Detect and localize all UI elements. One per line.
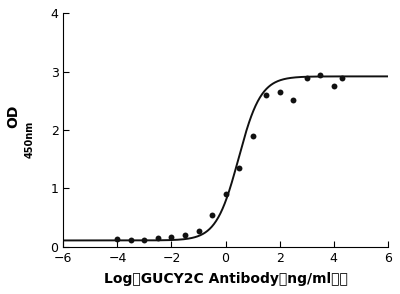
Point [222,192,229,197]
Point [209,212,215,217]
Point [276,90,283,94]
Point [195,229,202,233]
Point [317,72,323,77]
Point [114,237,121,242]
Point [304,75,310,80]
Point [182,233,188,238]
Point [290,97,296,102]
Point [263,93,269,97]
Point [168,235,175,239]
Point [330,84,337,89]
Point [338,75,345,80]
Point [236,166,242,171]
Point [155,236,161,240]
Text: OD: OD [6,104,20,128]
X-axis label: Log（GUCY2C Antibody（ng/ml））: Log（GUCY2C Antibody（ng/ml）） [104,272,348,286]
Text: 450nm: 450nm [24,121,34,158]
Point [249,133,256,138]
Point [128,238,134,242]
Point [141,238,148,242]
